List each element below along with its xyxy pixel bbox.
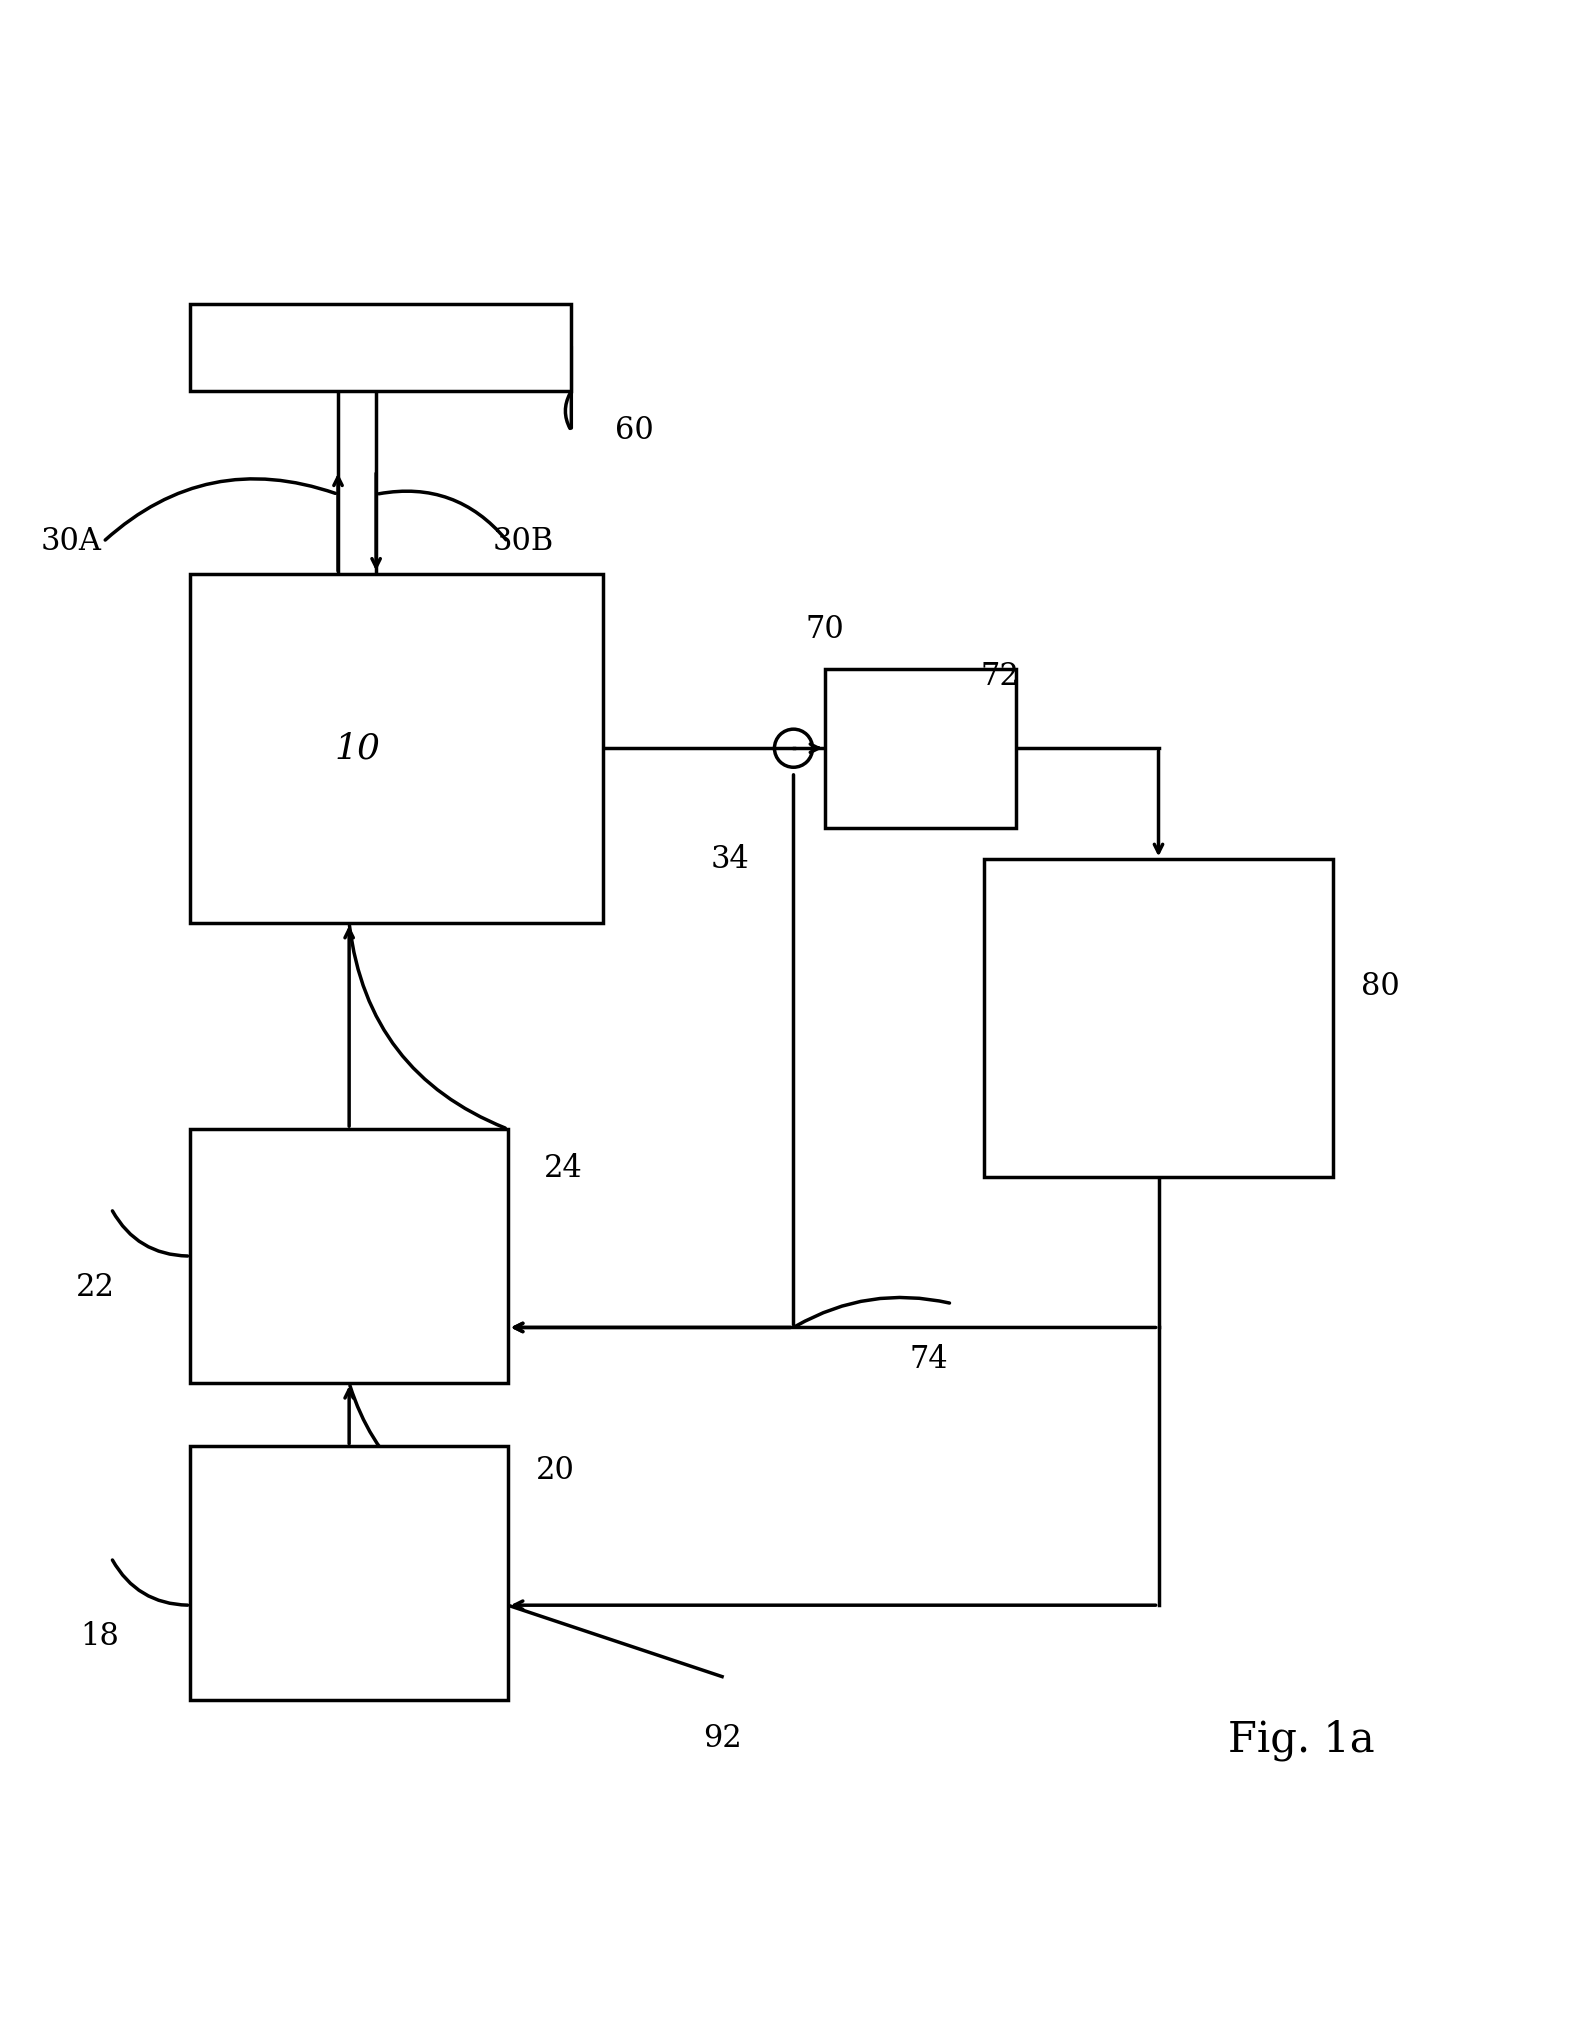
Text: 74: 74 [909, 1344, 947, 1374]
Bar [190, 1446, 508, 1700]
Text: 80: 80 [1362, 971, 1400, 1002]
Text: 22: 22 [76, 1272, 114, 1303]
Text: Fig. 1a: Fig. 1a [1228, 1718, 1374, 1761]
Text: 30A: 30A [41, 527, 102, 558]
Bar [825, 670, 1016, 827]
Text: 60: 60 [616, 415, 654, 446]
Text: 30B: 30B [494, 527, 554, 558]
Text: 24: 24 [544, 1152, 582, 1185]
Bar [190, 574, 603, 922]
Text: 72: 72 [981, 662, 1019, 692]
Text: 34: 34 [711, 843, 749, 875]
Text: 70: 70 [806, 613, 844, 645]
Text: 20: 20 [536, 1456, 574, 1486]
Bar [984, 859, 1333, 1177]
Text: 10: 10 [335, 731, 379, 766]
Bar [190, 1130, 508, 1382]
Bar [190, 303, 571, 391]
Text: 92: 92 [703, 1722, 741, 1753]
Text: 18: 18 [81, 1621, 119, 1653]
